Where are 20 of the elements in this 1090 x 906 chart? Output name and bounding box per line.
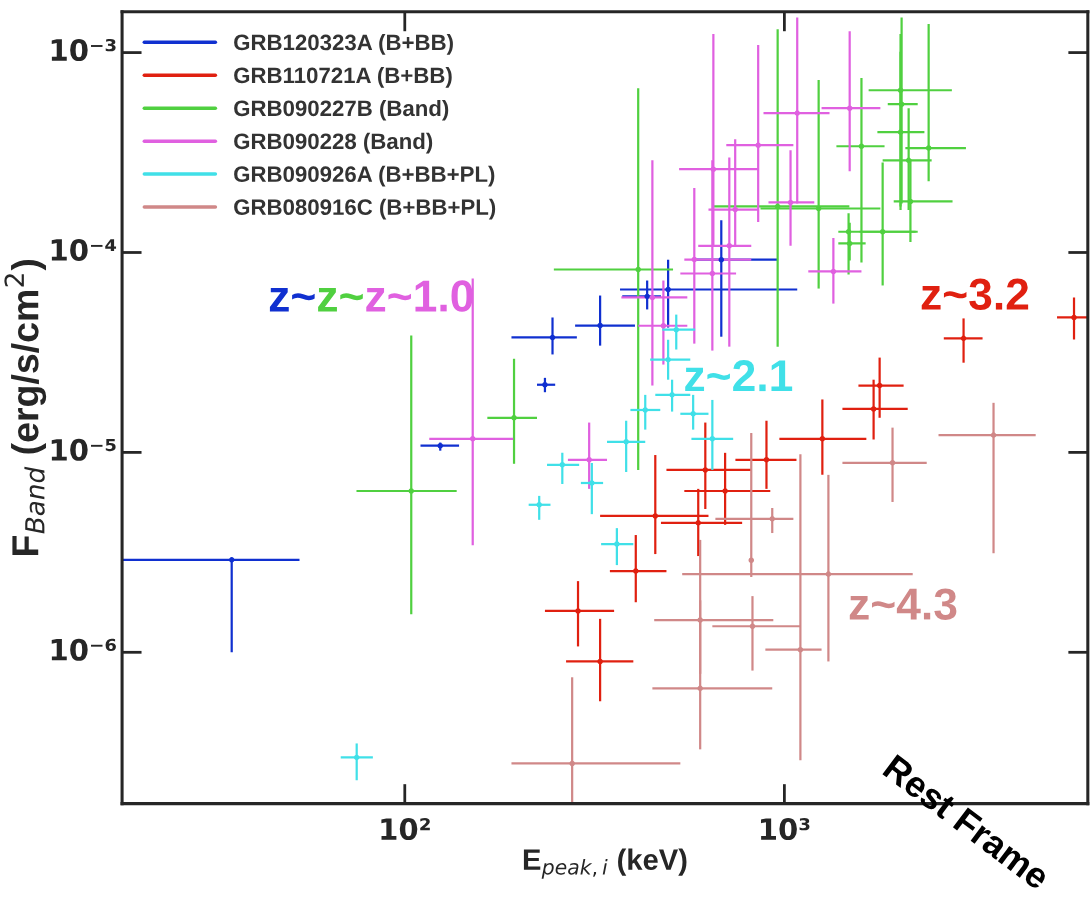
x-tick-label: 10³	[761, 818, 810, 841]
y-tick-label: 10⁻³	[51, 38, 116, 62]
y-tick-label: 10⁻⁶	[51, 638, 116, 661]
x-axis-title: E$_{peak,i}$ (keV)	[523, 848, 687, 879]
legend-label: GRB090228 (Band)	[234, 132, 433, 154]
x-tick-label: 10²	[381, 818, 430, 841]
legend-label: GRB080916C (B+BB+PL)	[234, 198, 496, 220]
y-axis-title: F$_{Band}$ (erg/s/cm$^{2}$)	[4, 259, 47, 555]
annotation: z~	[318, 287, 363, 312]
y-tick-label: 10⁻⁵	[51, 438, 116, 461]
legend-label: GRB090926A (B+BB+PL)	[234, 165, 495, 187]
annotation: z~	[269, 287, 315, 312]
annotation: z~2.1	[685, 360, 793, 392]
y-tick-label: 10⁻⁴	[51, 238, 117, 261]
annotation: z~1.0	[366, 280, 473, 312]
legend-label: GRB110721A (B+BB)	[234, 66, 452, 88]
annotation: z~4.3	[849, 588, 957, 620]
annotation: z~3.2	[921, 278, 1029, 311]
legend-label: GRB120323A (B+BB)	[234, 34, 453, 55]
legend-label: GRB090227B (Band)	[234, 99, 449, 121]
